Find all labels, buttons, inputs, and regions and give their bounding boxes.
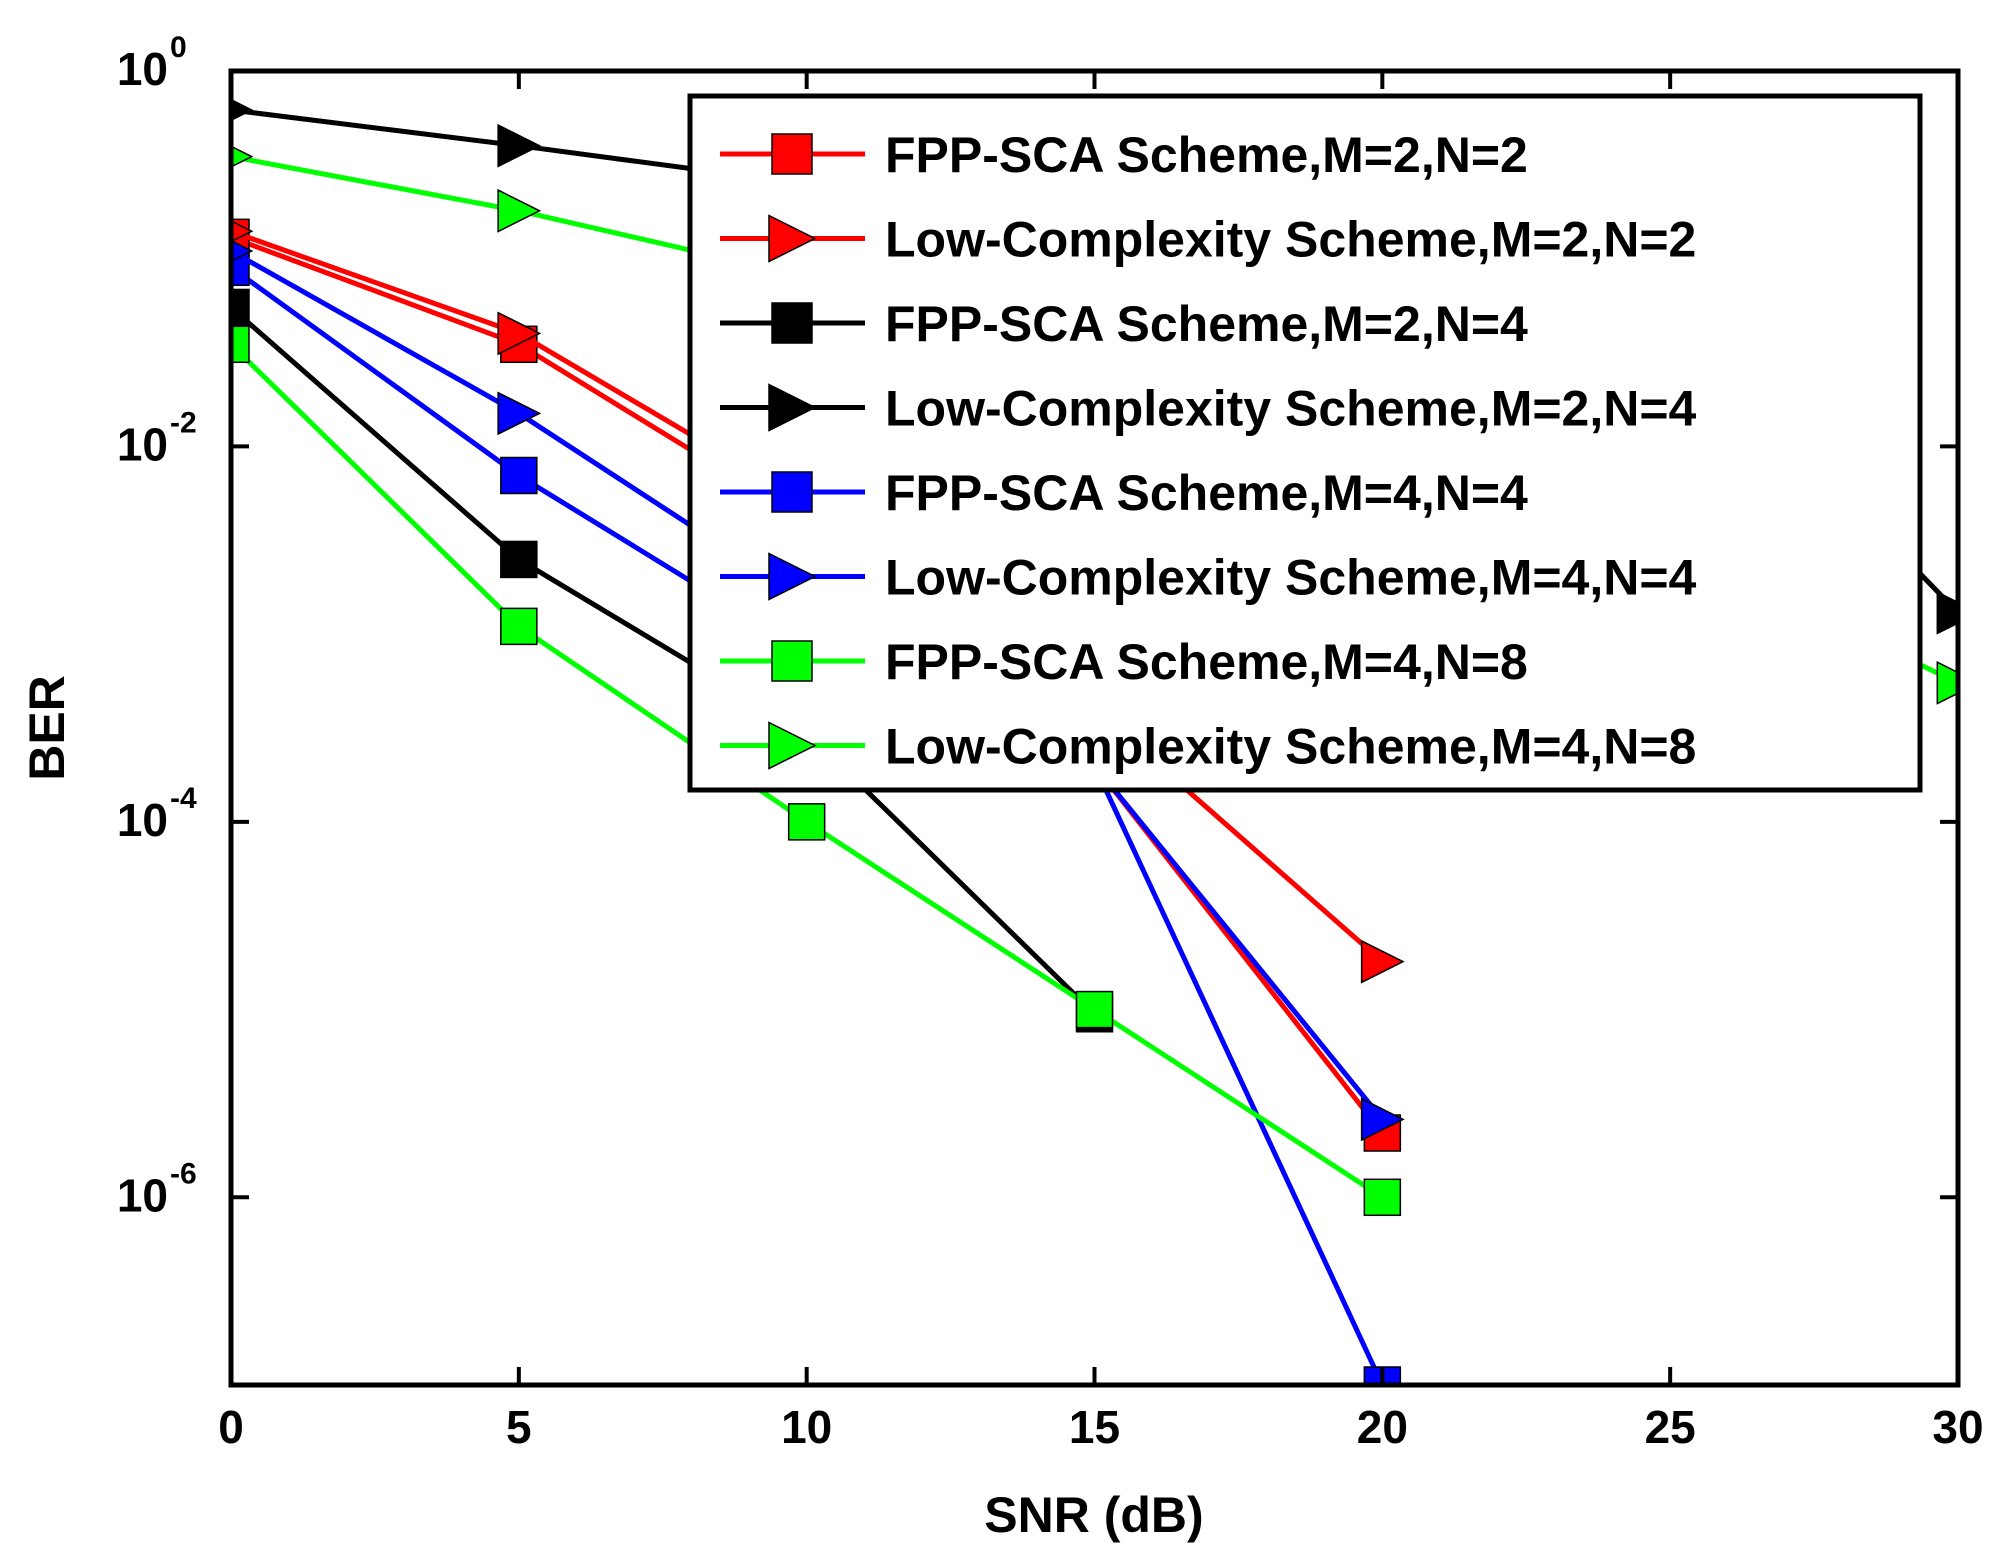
legend-label: Low-Complexity Scheme,M=4,N=4	[885, 550, 1697, 606]
legend-marker	[771, 640, 813, 682]
legend-entry: FPP-SCA Scheme,M=4,N=8	[720, 634, 1528, 690]
data-point	[497, 188, 542, 233]
data-point	[231, 98, 254, 122]
x-tick-label: 10	[781, 1401, 832, 1453]
legend-entry: Low-Complexity Scheme,M=4,N=4	[720, 550, 1697, 606]
legend-entry: FPP-SCA Scheme,M=4,N=4	[720, 465, 1528, 521]
legend-entry: Low-Complexity Scheme,M=4,N=8	[720, 719, 1696, 775]
data-point	[231, 145, 254, 168]
data-point	[1936, 590, 1958, 635]
legend-marker	[768, 721, 817, 770]
legend-label: Low-Complexity Scheme,M=4,N=8	[885, 719, 1696, 775]
data-point	[497, 391, 542, 436]
data-point	[1360, 1097, 1405, 1142]
y-tick-label: 10 0	[117, 31, 187, 95]
legend-marker	[768, 383, 817, 432]
data-point	[1360, 939, 1405, 984]
legend-marker	[771, 302, 813, 344]
legend-label: FPP-SCA Scheme,M=2,N=4	[885, 296, 1528, 352]
legend-entry: Low-Complexity Scheme,M=2,N=4	[720, 381, 1697, 437]
y-tick-label: 10 -2	[117, 406, 197, 470]
data-point	[500, 456, 538, 495]
data-point	[1075, 990, 1114, 1029]
data-point	[500, 607, 538, 646]
data-point	[497, 311, 542, 356]
x-tick-label: 15	[1069, 1401, 1120, 1453]
y-tick-base: 10	[117, 418, 168, 470]
data-point	[1363, 1178, 1402, 1217]
legend-box	[687, 93, 1923, 793]
y-tick-base: 10	[117, 1169, 168, 1221]
y-tick-label: 10 -4	[117, 782, 197, 846]
legend-label: FPP-SCA Scheme,M=4,N=8	[885, 634, 1528, 690]
data-point	[787, 803, 826, 841]
data-point	[231, 325, 250, 364]
x-axis-title: SNR (dB)	[984, 1487, 1203, 1543]
legend: FPP-SCA Scheme,M=2,N=2 Low-Complexity Sch…	[687, 93, 1923, 793]
y-tick-exponent: 0	[170, 31, 187, 64]
legend-label: FPP-SCA Scheme,M=4,N=4	[885, 465, 1528, 521]
legend-marker	[771, 133, 813, 175]
data-point	[231, 220, 254, 243]
legend-marker	[768, 214, 817, 263]
legend-entry: FPP-SCA Scheme,M=2,N=2	[720, 127, 1528, 183]
data-point	[1936, 660, 1958, 705]
legend-marker	[768, 552, 817, 601]
series-line	[231, 305, 1097, 1016]
data-point	[231, 239, 254, 263]
y-tick-base: 10	[117, 43, 168, 95]
data-point	[231, 288, 250, 327]
legend-label: Low-Complexity Scheme,M=2,N=4	[885, 381, 1697, 437]
y-tick-label: 10 -6	[117, 1157, 197, 1221]
data-point	[497, 123, 542, 168]
data-point	[500, 540, 538, 579]
y-axis-title: BER	[19, 675, 75, 781]
legend-label: Low-Complexity Scheme,M=2,N=2	[885, 212, 1696, 268]
x-tick-label: 0	[218, 1401, 244, 1453]
y-tick-exponent: -2	[170, 406, 197, 439]
legend-marker	[771, 471, 813, 513]
x-tick-label: 30	[1932, 1401, 1983, 1453]
series	[231, 325, 1402, 1217]
legend-entry: Low-Complexity Scheme,M=2,N=2	[720, 212, 1696, 268]
y-tick-exponent: -4	[170, 782, 197, 815]
x-tick-label: 5	[506, 1401, 532, 1453]
y-tick-exponent: -6	[170, 1157, 197, 1190]
x-tick-label: 25	[1645, 1401, 1696, 1453]
legend-label: FPP-SCA Scheme,M=2,N=2	[885, 127, 1528, 183]
x-tick-label: 20	[1357, 1401, 1408, 1453]
y-tick-base: 10	[117, 794, 168, 846]
legend-entry: FPP-SCA Scheme,M=2,N=4	[720, 296, 1528, 352]
